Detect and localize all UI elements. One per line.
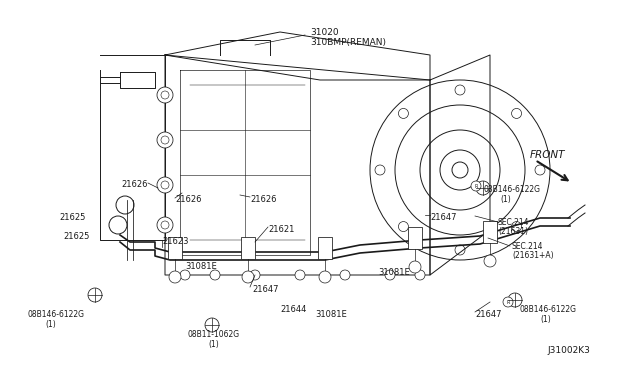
Text: 21626: 21626	[250, 195, 276, 204]
Bar	[408, 227, 422, 249]
Text: 21647: 21647	[475, 310, 502, 319]
Text: 08B146-6122G: 08B146-6122G	[484, 185, 541, 194]
Circle shape	[471, 181, 481, 191]
Circle shape	[385, 270, 395, 280]
Text: 21647: 21647	[252, 285, 278, 294]
Text: FRONT: FRONT	[530, 150, 566, 160]
Text: 21626: 21626	[175, 195, 202, 204]
Circle shape	[180, 270, 190, 280]
Text: R: R	[474, 183, 477, 189]
Circle shape	[157, 132, 173, 148]
Text: (1): (1)	[45, 320, 56, 329]
Text: 08B146-6122G: 08B146-6122G	[28, 310, 85, 319]
Text: 31020: 31020	[310, 28, 339, 37]
Bar	[483, 221, 497, 243]
Text: (1): (1)	[500, 195, 511, 204]
Polygon shape	[100, 55, 165, 240]
Circle shape	[476, 181, 490, 195]
Circle shape	[88, 288, 102, 302]
Circle shape	[319, 271, 331, 283]
Text: 21647: 21647	[430, 213, 456, 222]
Circle shape	[210, 270, 220, 280]
Text: 21621: 21621	[268, 225, 294, 234]
Text: J31002K3: J31002K3	[547, 346, 590, 355]
Circle shape	[340, 270, 350, 280]
Circle shape	[242, 271, 254, 283]
Text: 08B11-1062G: 08B11-1062G	[188, 330, 240, 339]
Circle shape	[295, 270, 305, 280]
Bar	[241, 237, 255, 259]
Text: (1): (1)	[208, 340, 219, 349]
Text: SEC.214: SEC.214	[498, 218, 529, 227]
Text: (21631): (21631)	[498, 227, 528, 236]
Circle shape	[169, 271, 181, 283]
Polygon shape	[430, 55, 490, 275]
Circle shape	[157, 177, 173, 193]
Polygon shape	[165, 32, 430, 80]
Text: 31081E: 31081E	[378, 268, 410, 277]
Text: 310BMP(REMAN): 310BMP(REMAN)	[310, 38, 386, 47]
Text: 21623: 21623	[162, 237, 189, 246]
Text: 21625: 21625	[60, 213, 86, 222]
Polygon shape	[165, 55, 430, 275]
Text: 21626: 21626	[122, 180, 148, 189]
Circle shape	[250, 270, 260, 280]
Text: 31081E: 31081E	[315, 310, 347, 319]
Text: 08B146-6122G: 08B146-6122G	[520, 305, 577, 314]
Text: SEC.214: SEC.214	[512, 242, 543, 251]
Circle shape	[409, 261, 421, 273]
Bar	[168, 237, 182, 259]
Text: R: R	[506, 299, 509, 305]
Circle shape	[157, 217, 173, 233]
Text: 21644: 21644	[280, 305, 307, 314]
Bar	[318, 237, 332, 259]
Text: (21631+A): (21631+A)	[512, 251, 554, 260]
Text: (1): (1)	[540, 315, 551, 324]
Text: 31081E: 31081E	[185, 262, 217, 271]
Text: 21625: 21625	[63, 232, 90, 241]
Circle shape	[415, 270, 425, 280]
Circle shape	[484, 255, 496, 267]
Circle shape	[508, 293, 522, 307]
Circle shape	[205, 318, 219, 332]
Circle shape	[157, 87, 173, 103]
Circle shape	[503, 297, 513, 307]
